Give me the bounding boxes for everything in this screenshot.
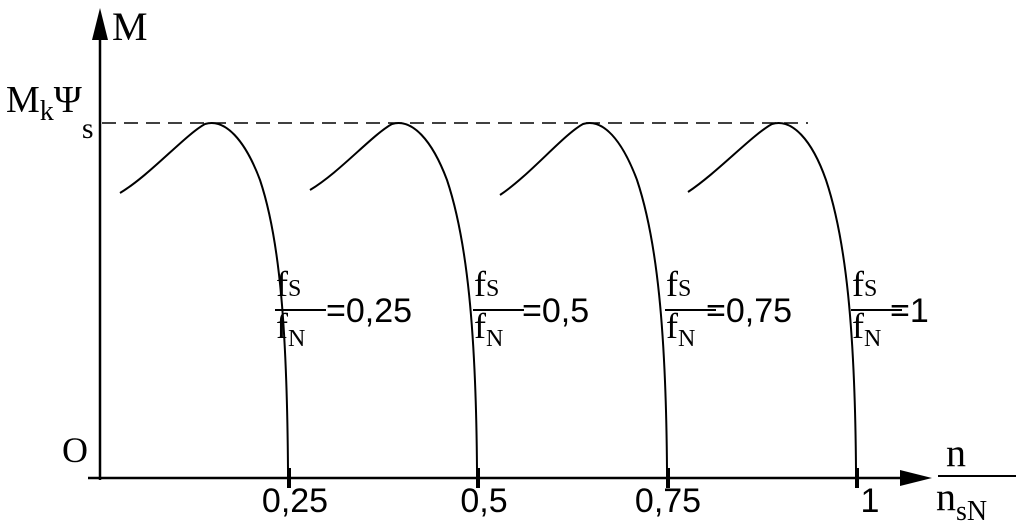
max-torque-label: MkΨs [6,79,94,145]
max-torque-label-sub2: s [82,112,94,145]
curve-1 [119,122,289,471]
curve-label-2-num-main: f [474,264,486,304]
curve-label-1-numerator: fS [276,264,301,304]
x-axis-label-denominator: nsN [936,474,987,527]
curve-label-3-numerator: fS [666,264,691,304]
curve-label-1-den-main: f [276,306,288,346]
max-torque-label-main: M [6,79,40,121]
curve-label-3-denominator: fN [666,306,695,352]
curve-label-2-den-main: f [474,306,486,346]
curve-label-2-num-sub: S [486,276,499,302]
x-axis-arrowhead [900,470,932,486]
curve-label-4: fS fN =1 [851,264,929,352]
curve-label-3: fS fN =0,75 [665,264,792,352]
y-axis-label: M [112,4,148,49]
curve-2 [309,122,478,471]
curve-label-2-denominator: fN [474,306,503,352]
tick-label-2: 0,5 [460,482,507,520]
curve-label-2-den-sub: N [486,326,503,352]
x-axis-label-den-main: n [936,474,956,519]
curve-label-1-denominator: fN [276,306,305,352]
tick-label-4: 1 [861,482,880,520]
curve-label-3-den-sub: N [678,326,695,352]
curve-label-3-num-sub: S [678,276,691,302]
y-axis-arrowhead [92,8,108,40]
tick-label-3: 0,75 [635,482,701,520]
curve-label-4-value: =1 [890,292,929,330]
curve-label-4-den-sub: N [864,326,881,352]
curve-label-4-den-main: f [852,306,864,346]
x-axis-label: n nsN [936,430,1016,527]
tick-label-1: 0,25 [262,482,328,520]
curve-label-1-value: =0,25 [326,292,412,330]
max-torque-label-psi: Ψ [54,79,82,121]
curve-4 [687,122,857,471]
origin-label: O [62,430,88,470]
curve-3 [499,122,668,471]
curve-label-3-num-main: f [666,264,678,304]
curve-label-4-denominator: fN [852,306,881,352]
curve-label-1: fS fN =0,25 [275,264,412,352]
curve-label-4-num-main: f [852,264,864,304]
curve-label-4-numerator: fS [852,264,877,304]
curve-label-3-value: =0,75 [706,292,792,330]
curve-label-2: fS fN =0,5 [473,264,589,352]
curve-label-1-num-sub: S [288,276,301,302]
x-axis-label-den-sub: sN [956,496,987,527]
x-axis-label-numerator: n [946,430,966,475]
curve-label-2-value: =0,5 [522,292,589,330]
max-torque-label-sub1: k [40,96,54,127]
curve-label-4-num-sub: S [864,276,877,302]
curve-label-3-den-main: f [666,306,678,346]
curve-label-1-den-sub: N [288,326,305,352]
curve-label-2-numerator: fS [474,264,499,304]
curve-label-1-num-main: f [276,264,288,304]
